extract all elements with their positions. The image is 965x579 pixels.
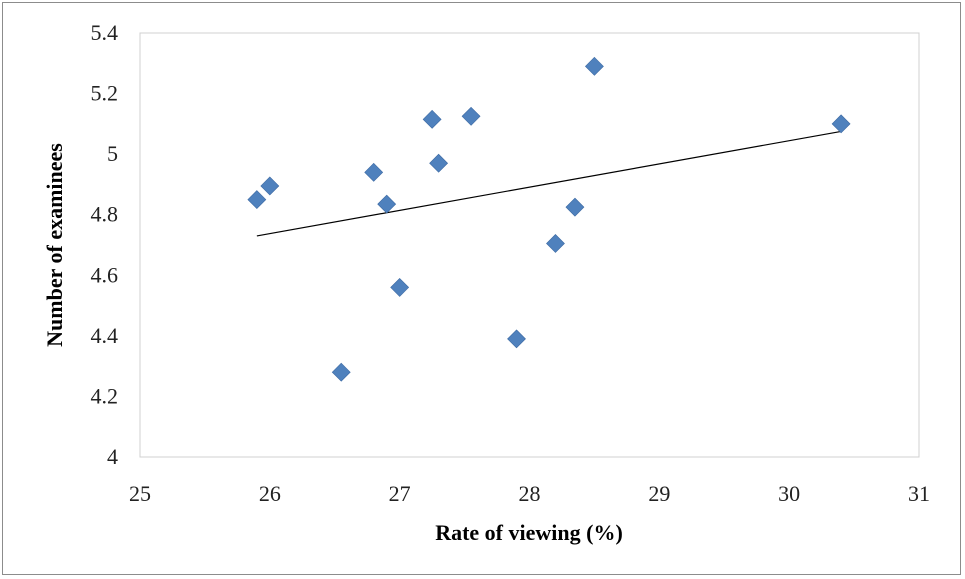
x-tick-label: 31 [908, 481, 930, 506]
data-point [422, 109, 442, 129]
data-point [565, 197, 585, 217]
trendline-group [256, 130, 842, 237]
x-tick-label: 25 [129, 481, 151, 506]
data-point [247, 190, 267, 209]
y-tick-label: 5.4 [91, 20, 119, 45]
data-point [331, 362, 351, 382]
y-tick-label: 4 [107, 444, 118, 469]
x-tick-label: 27 [389, 481, 411, 506]
x-axis-title: Rate of viewing (%) [435, 520, 623, 545]
data-point [507, 329, 526, 349]
y-axis: 4 4.2 4.4 4.6 4.8 5 5.2 5.4 [91, 20, 119, 469]
plot-area [139, 32, 920, 458]
data-point [260, 176, 280, 196]
data-points [247, 56, 851, 382]
x-tick-label: 30 [778, 481, 800, 506]
x-tick-label: 29 [648, 481, 670, 506]
data-point [429, 153, 449, 173]
data-point [377, 194, 397, 214]
data-point [364, 162, 384, 182]
data-point [584, 56, 604, 76]
x-axis: 25 26 27 28 29 30 31 [129, 481, 930, 506]
x-tick-label: 28 [519, 481, 541, 506]
y-tick-label: 4.6 [91, 262, 119, 287]
y-tick-label: 5 [107, 141, 118, 166]
y-tick-label: 4.8 [91, 202, 119, 227]
y-axis-title: Number of examinees [42, 143, 67, 347]
y-tick-label: 5.2 [91, 81, 119, 106]
x-tick-label: 26 [259, 481, 281, 506]
trendline [256, 130, 842, 237]
data-point [831, 114, 851, 134]
data-point [546, 234, 565, 253]
data-point [461, 106, 481, 126]
y-tick-label: 4.2 [91, 383, 119, 408]
y-tick-label: 4.4 [91, 323, 119, 348]
data-point [390, 277, 410, 297]
